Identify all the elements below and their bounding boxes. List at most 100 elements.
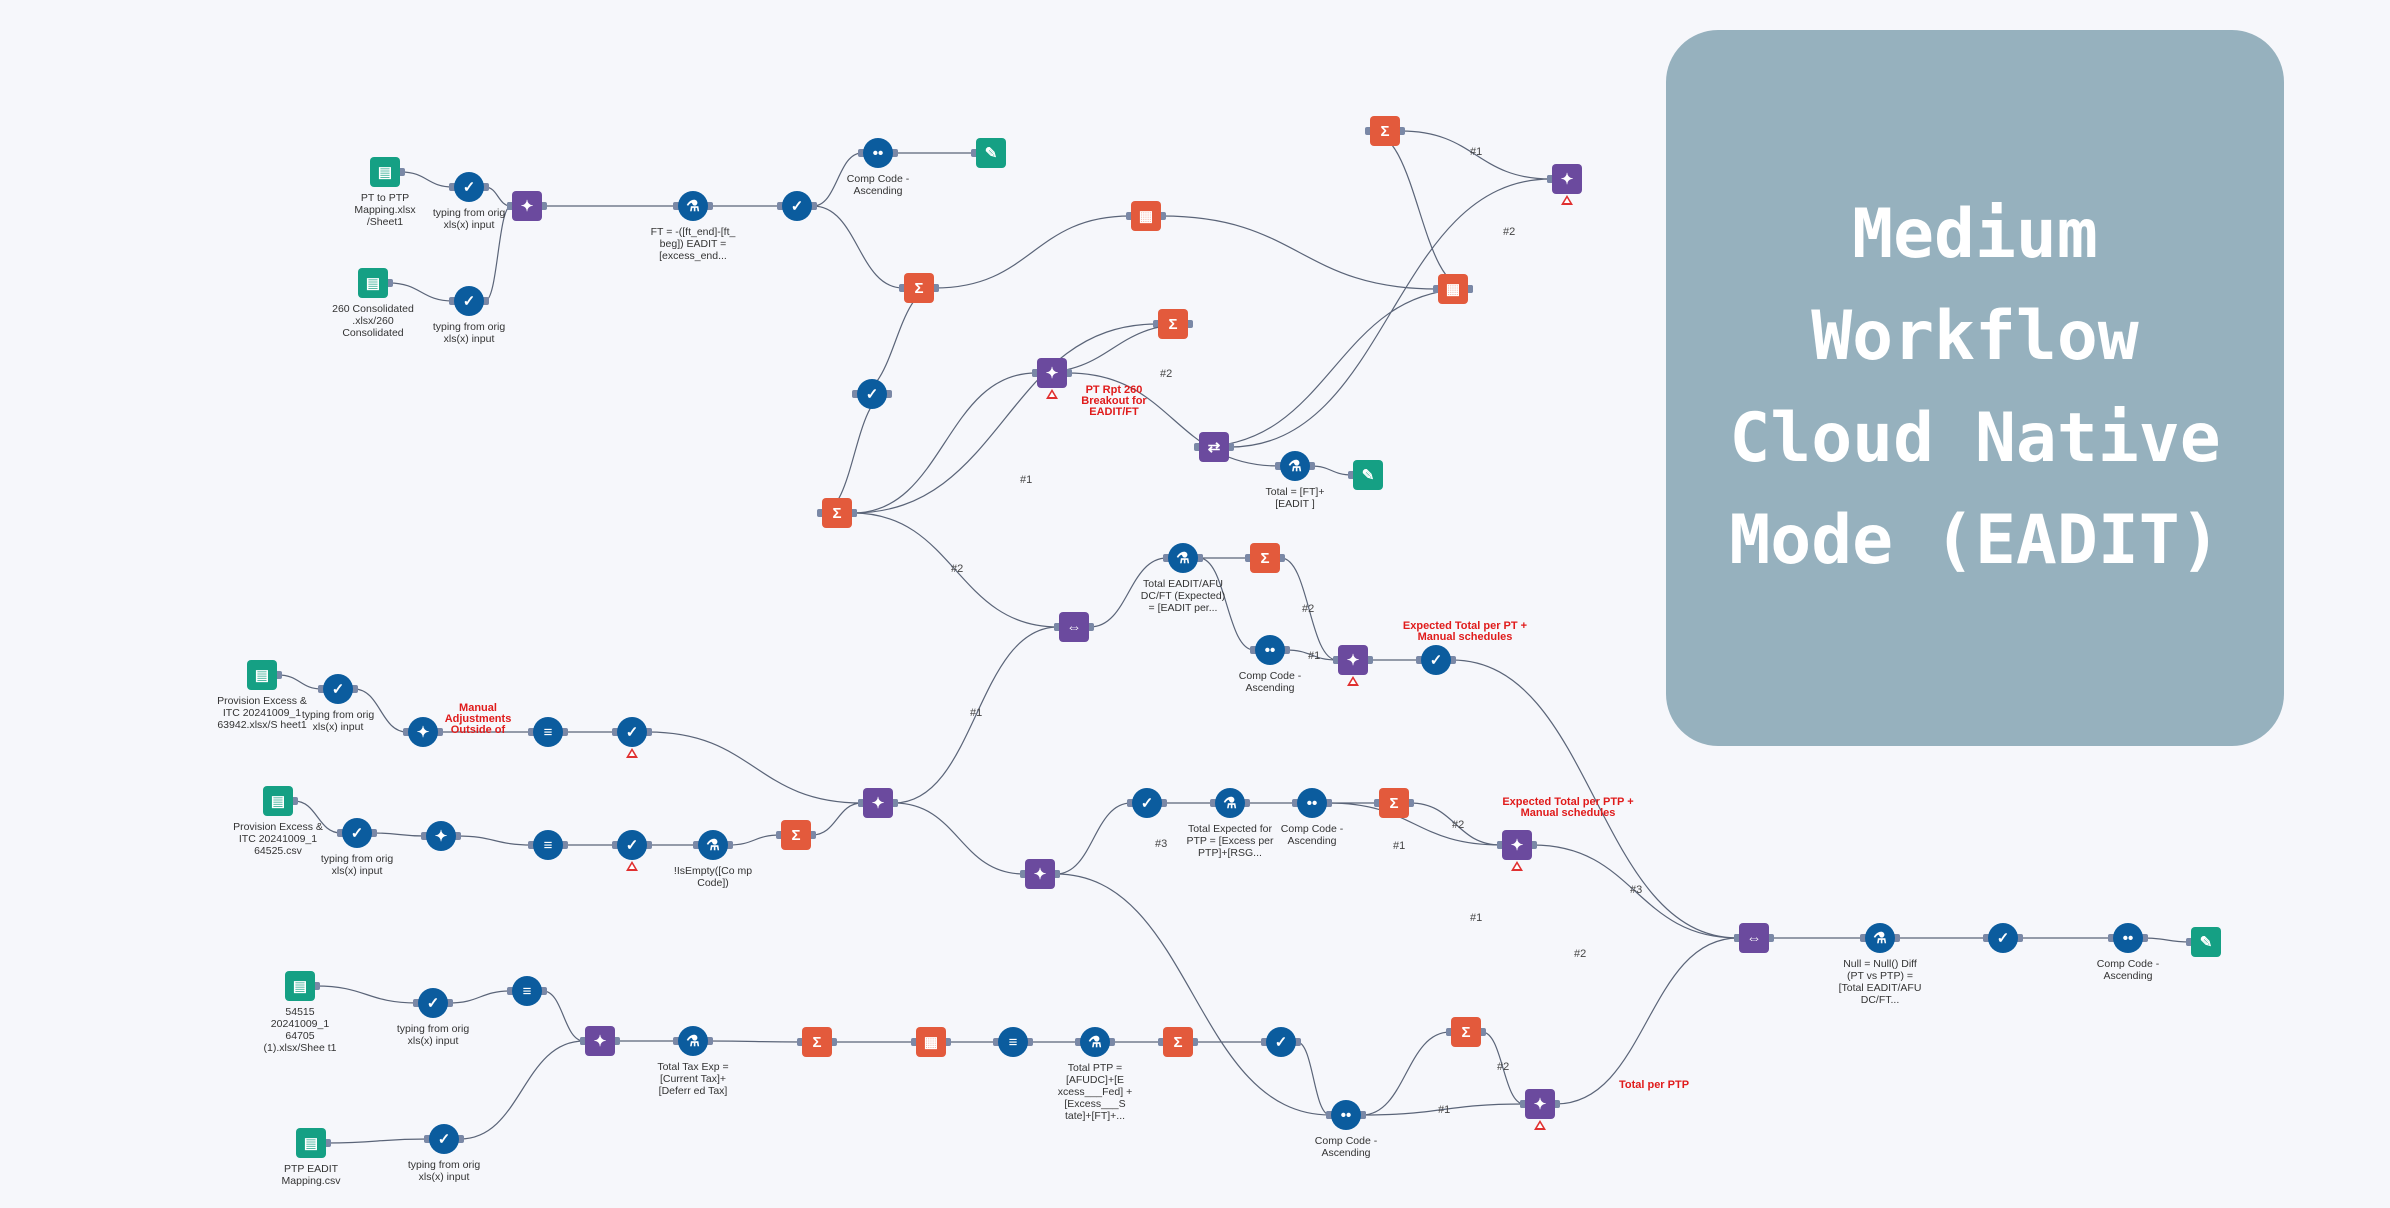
sort-icon[interactable]: •• — [1255, 635, 1285, 665]
select-check-icon[interactable]: ✓ — [342, 818, 372, 848]
summarize-sigma-icon[interactable]: Σ — [802, 1027, 832, 1057]
annotation-line: Expected Total per PT + — [1402, 620, 1528, 632]
formula-flask-icon[interactable]: ⚗ — [1215, 788, 1245, 818]
connection-wire — [1310, 465, 1353, 476]
join-icon[interactable]: ✦ — [1525, 1089, 1555, 1119]
select-check-icon[interactable]: ✓ — [454, 172, 484, 202]
transpose-icon[interactable]: ⇄ — [1199, 432, 1229, 462]
book-icon[interactable]: ▤ — [285, 971, 315, 1001]
warning-icon — [626, 748, 638, 758]
select-check-icon[interactable]: ✓ — [782, 191, 812, 221]
join-icon[interactable]: ✦ — [1552, 164, 1582, 194]
text-to-columns-icon[interactable]: ≡ — [533, 717, 563, 747]
formula-flask-icon[interactable]: ⚗ — [678, 191, 708, 221]
sort-icon[interactable]: •• — [1331, 1100, 1361, 1130]
select-check-icon[interactable]: ✓ — [429, 1124, 459, 1154]
join-icon[interactable]: ✦ — [585, 1026, 615, 1056]
edge-label: #2 — [1497, 1061, 1510, 1073]
select-check-icon[interactable]: ✓ — [418, 988, 448, 1018]
summarize-sigma-icon[interactable]: Σ — [1158, 309, 1188, 339]
tool-label: Comp Code - Ascending — [1280, 823, 1344, 847]
connection-wire — [820, 393, 889, 514]
select-check-icon[interactable]: ✓ — [454, 286, 484, 316]
summarize-sigma-icon[interactable]: Σ — [904, 273, 934, 303]
browse-output-icon[interactable]: ✎ — [2191, 927, 2221, 957]
book-icon[interactable]: ▤ — [247, 660, 277, 690]
title-line: Cloud Native — [1729, 399, 2221, 478]
formula-flask-icon[interactable]: ⚗ — [1080, 1027, 1110, 1057]
sort-icon[interactable]: •• — [2113, 923, 2143, 953]
connection-wire — [1198, 557, 1255, 651]
browse-output-icon[interactable]: ✎ — [1353, 460, 1383, 490]
union-icon[interactable]: ⇔ — [1059, 612, 1089, 642]
edge-label: #1 — [1470, 912, 1483, 924]
formula-flask-icon[interactable]: ⚗ — [1280, 451, 1310, 481]
crosstab-icon[interactable]: ▦ — [1438, 274, 1468, 304]
join-icon[interactable]: ✦ — [512, 191, 542, 221]
connection-wire — [728, 834, 781, 846]
connection-wire — [893, 802, 1025, 875]
summarize-sigma-icon[interactable]: Σ — [1451, 1017, 1481, 1047]
book-icon[interactable]: ▤ — [370, 157, 400, 187]
text-to-columns-icon[interactable]: ≡ — [998, 1027, 1028, 1057]
join-icon[interactable]: ✦ — [1502, 830, 1532, 860]
connection-wire — [542, 990, 585, 1042]
summarize-sigma-icon[interactable]: Σ — [1379, 788, 1409, 818]
join-icon[interactable]: ✦ — [1338, 645, 1368, 675]
connection-wire — [852, 372, 1037, 514]
connection-wire — [2143, 937, 2191, 943]
multi-field-icon[interactable]: ✦ — [408, 717, 438, 747]
edge-label: #2 — [1574, 948, 1587, 960]
annotation-line: Manual schedules — [1520, 807, 1616, 819]
connection-wire — [1532, 844, 1739, 939]
summarize-sigma-icon[interactable]: Σ — [1370, 116, 1400, 146]
sort-icon[interactable]: •• — [1297, 788, 1327, 818]
annotation-text: Manual Adjustments Outside of — [388, 703, 568, 736]
filter-icon[interactable]: ✓ — [617, 717, 647, 747]
connection-wire — [1368, 130, 1470, 290]
connection-wire — [1161, 215, 1438, 290]
crosstab-icon[interactable]: ▦ — [1131, 201, 1161, 231]
formula-flask-icon[interactable]: ⚗ — [698, 830, 728, 860]
connection-wire — [484, 186, 512, 207]
select-check-icon[interactable]: ✓ — [1988, 923, 2018, 953]
summarize-sigma-icon[interactable]: Σ — [781, 820, 811, 850]
summarize-sigma-icon[interactable]: Σ — [1250, 543, 1280, 573]
formula-flask-icon[interactable]: ⚗ — [678, 1026, 708, 1056]
filter-icon[interactable]: ✓ — [617, 830, 647, 860]
join-icon[interactable]: ✦ — [863, 788, 893, 818]
summarize-sigma-icon[interactable]: Σ — [1163, 1027, 1193, 1057]
formula-flask-icon[interactable]: ⚗ — [1168, 543, 1198, 573]
select-check-icon[interactable]: ✓ — [1421, 645, 1451, 675]
sort-icon[interactable]: •• — [863, 138, 893, 168]
select-check-icon[interactable]: ✓ — [323, 674, 353, 704]
multi-field-icon[interactable]: ✦ — [426, 821, 456, 851]
book-icon[interactable]: ▤ — [296, 1128, 326, 1158]
connection-wire — [1555, 937, 1739, 1105]
warning-icon — [1511, 861, 1523, 871]
select-check-icon[interactable]: ✓ — [1266, 1027, 1296, 1057]
union-icon[interactable]: ⇔ — [1739, 923, 1769, 953]
join-icon[interactable]: ✦ — [1025, 859, 1055, 889]
tool-label: PT to PTP Mapping.xlsx /Sheet1 — [354, 192, 416, 228]
book-icon[interactable]: ▤ — [358, 268, 388, 298]
annotation-line: PT Rpt 260 — [1085, 384, 1143, 396]
select-check-icon[interactable]: ✓ — [1132, 788, 1162, 818]
connection-wire — [1481, 1031, 1525, 1105]
book-icon[interactable]: ▤ — [263, 786, 293, 816]
annotation-text: Expected Total per PTP + Manual schedules — [1478, 797, 1658, 819]
tool-label: Provision Excess & ITC 20241009_1 63942.… — [217, 695, 307, 731]
edge-label: #2 — [951, 563, 964, 575]
formula-flask-icon[interactable]: ⚗ — [1865, 923, 1895, 953]
text-to-columns-icon[interactable]: ≡ — [533, 830, 563, 860]
connection-wire — [1089, 557, 1168, 628]
browse-output-icon[interactable]: ✎ — [976, 138, 1006, 168]
annotation-text: Total per PTP — [1564, 1080, 1744, 1091]
select-check-icon[interactable]: ✓ — [857, 379, 887, 409]
text-to-columns-icon[interactable]: ≡ — [512, 976, 542, 1006]
edge-label: #1 — [1308, 650, 1321, 662]
join-icon[interactable]: ✦ — [1037, 358, 1067, 388]
crosstab-icon[interactable]: ▦ — [916, 1027, 946, 1057]
summarize-sigma-icon[interactable]: Σ — [822, 498, 852, 528]
